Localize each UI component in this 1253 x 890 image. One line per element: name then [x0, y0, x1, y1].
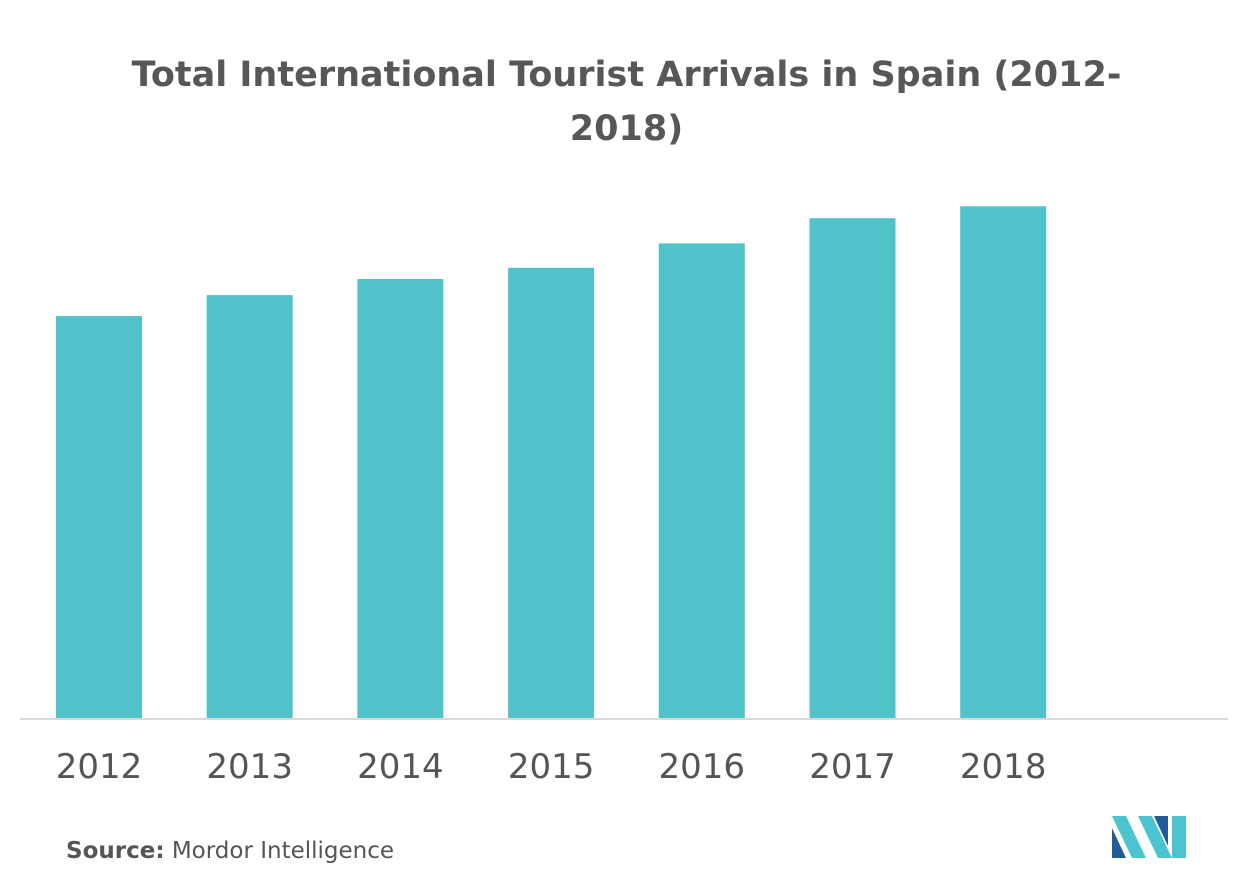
- bar-2017: [809, 218, 896, 718]
- x-tick-label-2017: 2017: [809, 747, 896, 787]
- x-tick-labels: 2012 2013 2014 2015 2016 2017 2018: [56, 747, 1047, 787]
- bar-2015: [508, 267, 595, 718]
- bar-2014: [357, 279, 444, 718]
- x-tick-label-2012: 2012: [56, 747, 143, 787]
- bar-2013: [206, 295, 293, 718]
- x-tick-label-2014: 2014: [357, 747, 444, 787]
- chart-title: Total International Tourist Arrivals in …: [131, 55, 1122, 149]
- x-tick-label-2015: 2015: [508, 747, 595, 787]
- bar-2018: [960, 206, 1047, 719]
- source-text: Mordor Intelligence: [164, 838, 395, 864]
- mordor-intelligence-logo-icon: [1112, 816, 1186, 858]
- bars-group: [56, 206, 1047, 719]
- source-note: Source: Mordor Intelligence: [66, 838, 394, 864]
- x-tick-label-2016: 2016: [659, 747, 746, 787]
- x-tick-label-2018: 2018: [960, 747, 1047, 787]
- source-label: Source:: [66, 838, 165, 864]
- bar-2016: [658, 243, 745, 718]
- x-tick-label-2013: 2013: [206, 747, 293, 787]
- bar-2012: [56, 316, 142, 718]
